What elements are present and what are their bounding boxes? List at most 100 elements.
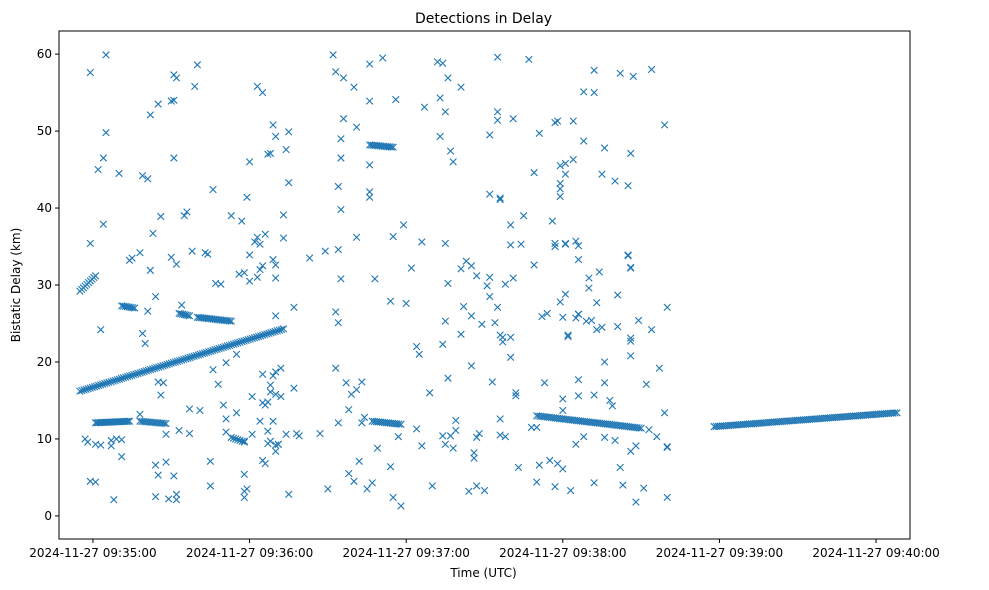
detection-point	[99, 220, 108, 228]
detection-point	[572, 237, 580, 245]
detection-point	[232, 350, 241, 358]
detection-point	[561, 290, 570, 298]
detection-point	[574, 242, 583, 250]
detection-point	[250, 334, 259, 342]
detection-point	[261, 459, 269, 468]
detection-point	[556, 162, 564, 170]
detection-point	[486, 273, 494, 281]
detection-point	[102, 128, 110, 137]
detection-point	[154, 471, 162, 479]
detection-point	[629, 72, 637, 81]
detection-point	[149, 229, 157, 238]
detection-point	[76, 387, 84, 395]
detection-point	[266, 437, 275, 445]
detection-point	[159, 379, 168, 387]
detection-point	[556, 298, 564, 306]
detection-point	[180, 355, 188, 364]
detection-point	[263, 330, 271, 338]
x-tick-label: 2024-11-27 09:37:00	[342, 546, 469, 560]
detection-point	[136, 369, 144, 377]
detection-point	[418, 238, 426, 246]
detection-point	[240, 337, 248, 345]
detection-point	[436, 132, 444, 141]
detection-point	[373, 444, 382, 452]
detection-point	[467, 312, 476, 320]
detection-point	[551, 239, 559, 248]
detection-point	[258, 370, 267, 378]
detection-point	[368, 479, 376, 487]
detection-point	[452, 416, 460, 425]
detection-point	[129, 304, 137, 312]
detection-point	[345, 406, 353, 414]
detection-point	[533, 423, 541, 432]
detection-point	[202, 348, 211, 357]
detection-point	[146, 365, 155, 374]
detection-point	[111, 376, 119, 385]
detection-point	[352, 233, 361, 241]
detection-point	[80, 386, 88, 394]
detection-point	[269, 372, 277, 380]
detection-point	[162, 430, 170, 439]
detection-point	[285, 490, 293, 499]
detection-point	[277, 392, 285, 401]
detection-point	[209, 365, 217, 374]
detection-point	[559, 406, 567, 415]
detection-point	[613, 322, 622, 331]
detection-point	[188, 353, 196, 361]
detection-point	[183, 208, 191, 216]
detection-point	[86, 68, 95, 77]
detection-point	[486, 190, 494, 198]
detection-point	[635, 424, 643, 432]
detection-point	[236, 338, 244, 346]
detection-point	[590, 479, 598, 487]
detection-point	[653, 432, 661, 441]
detection-point	[173, 357, 182, 366]
detection-point	[245, 277, 254, 285]
detection-point	[184, 311, 192, 320]
detection-point	[295, 432, 303, 440]
detection-point	[506, 333, 515, 342]
y-axis: 0 10 20 30 40 50 60	[37, 47, 59, 523]
detection-point	[271, 132, 280, 141]
detection-point	[608, 402, 617, 410]
detection-point	[587, 316, 596, 325]
detection-point	[530, 261, 538, 269]
detection-point	[551, 242, 559, 251]
detection-point	[91, 272, 100, 280]
detection-point	[321, 247, 329, 255]
detection-point	[109, 377, 117, 385]
detection-point	[412, 342, 421, 351]
detection-point	[441, 440, 450, 449]
detection-point	[223, 342, 232, 350]
detection-point	[107, 436, 115, 445]
detection-point	[593, 299, 601, 307]
detection-point	[337, 275, 345, 283]
detection-point	[231, 435, 240, 443]
detection-point	[611, 436, 619, 445]
detection-point	[316, 429, 324, 438]
detection-point	[248, 392, 256, 401]
detection-point	[138, 368, 146, 376]
detection-point	[519, 212, 528, 220]
detection-point	[184, 354, 192, 362]
detection-point	[215, 344, 223, 353]
detection-point	[146, 111, 155, 119]
detection-point	[151, 461, 160, 469]
detection-point	[193, 61, 202, 69]
detection-point	[663, 493, 671, 502]
detection-point	[480, 486, 489, 495]
detection-point	[600, 358, 609, 366]
detection-point	[102, 51, 110, 59]
detection-point	[478, 320, 486, 328]
detection-point	[561, 159, 570, 168]
detection-point	[196, 406, 204, 415]
detection-point	[556, 192, 564, 201]
detection-point	[585, 274, 593, 282]
detection-point	[444, 374, 452, 382]
detection-point	[227, 212, 235, 220]
detection-point	[561, 170, 570, 178]
detection-point	[182, 355, 190, 363]
detection-point	[128, 371, 136, 380]
detection-point	[222, 415, 230, 423]
